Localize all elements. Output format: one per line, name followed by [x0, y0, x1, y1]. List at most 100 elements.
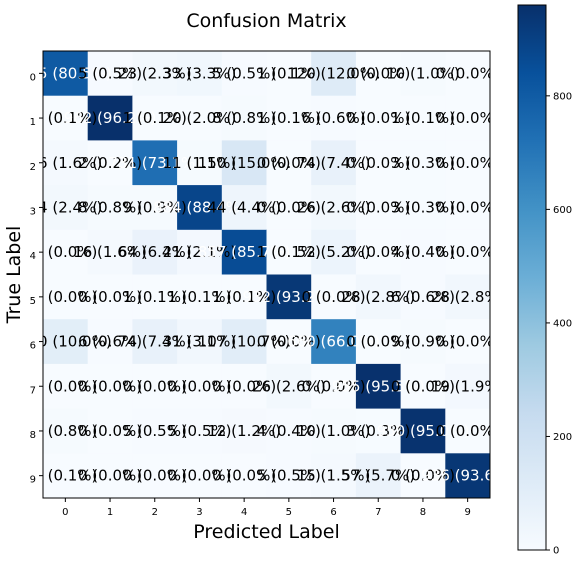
cell-label: 8 (0.8%): [212, 109, 276, 127]
y-tick-label: 7: [30, 385, 36, 396]
heatmap-cell: [355, 140, 402, 186]
heatmap-cell: [132, 229, 178, 275]
cell-label: 5 (0.5%): [257, 467, 321, 485]
heatmap-cell: [355, 95, 402, 141]
cell-label: 16 (1.6%): [29, 154, 103, 172]
heatmap-cell: [43, 408, 89, 454]
cell-label: 0 (0.0%): [78, 288, 142, 306]
x-tick-label: 0: [62, 507, 68, 518]
colorbar: 0 200 400 600 800: [517, 4, 572, 557]
x-tick-label: 2: [152, 507, 158, 518]
cell-label: 0 (0.0%): [301, 377, 365, 395]
heatmap-cell: [311, 140, 357, 186]
cell-label: 0 (0.0%): [123, 377, 187, 395]
cell-label: 6 (0.6%): [391, 288, 455, 306]
cell-label: 0 (0.0%): [301, 288, 365, 306]
cell-label: 0 (0.0%): [346, 243, 410, 261]
cell-label: 12 (1.2%): [207, 422, 281, 440]
cell-label: 0 (0.0%): [33, 377, 97, 395]
cell-label: 1 (0.1%): [257, 109, 321, 127]
cell-label: 0 (0.0%): [391, 377, 455, 395]
cell-label: 33 (3.3%): [163, 64, 237, 82]
cell-label: 10 (1.0%): [297, 422, 371, 440]
cell-label: 1 (0.1%): [167, 288, 231, 306]
cell-label: 0 (0.0%): [123, 467, 187, 485]
cell-label: 74 (7.4%): [118, 333, 192, 351]
cell-label: 950 (95.0%): [377, 422, 470, 440]
cell-label: 3 (0.3%): [346, 422, 410, 440]
heatmap-cell: [311, 453, 357, 498]
heatmap-cell: [177, 95, 223, 141]
heatmap-cell: [400, 363, 446, 410]
x-tick-label: 8: [420, 507, 426, 518]
plot-area: 805 (80.5%)5 (0.5%)23 (2.3%)33 (3.3%)5 (…: [29, 50, 505, 499]
heatmap-cell: [132, 453, 178, 498]
heatmap-cell: [266, 319, 312, 365]
cell-label: 1 (0.1%): [123, 288, 187, 306]
cell-label: 0 (0.0%): [436, 333, 500, 351]
cell-label: 6 (0.6%): [301, 109, 365, 127]
heatmap-cell: [355, 274, 402, 320]
heatmap-cell: [311, 319, 357, 365]
x-tick-label: 5: [286, 507, 292, 518]
colorbar-tick-label: 0: [553, 546, 559, 557]
heatmap-cell: [266, 363, 312, 410]
colorbar-tick-label: 200: [553, 432, 572, 443]
heatmap-cell: [221, 229, 267, 275]
heatmap-cell: [177, 140, 223, 186]
heatmap-cell: [445, 453, 490, 498]
cell-label: 0 (0.0%): [346, 198, 410, 216]
colorbar-ticks: 0 200 400 600 800: [546, 91, 572, 557]
heatmap-cell: [87, 408, 133, 454]
cell-label: 884 (88.4%): [153, 198, 246, 216]
heatmap-cell: [43, 229, 89, 275]
x-axis-ticks: 0 1 2 3 4 5 6 7 8 9: [62, 498, 471, 518]
cell-label: 3 (0.3%): [391, 198, 455, 216]
y-tick-label: 6: [30, 341, 36, 352]
heatmap-cell: [355, 51, 402, 97]
x-tick-label: 4: [241, 507, 247, 518]
heatmap-cell: [87, 274, 133, 320]
heatmap-cell: [311, 408, 357, 454]
heatmap-cell: [221, 363, 267, 410]
heatmap-cell: [43, 140, 89, 186]
cell-label: 0 (0.0%): [436, 243, 500, 261]
cell-label: 660 (66.0%): [287, 333, 380, 351]
cell-label: 24 (2.4%): [29, 198, 103, 216]
heatmap-cell: [400, 51, 446, 97]
heatmap-cell: [266, 185, 312, 231]
heatmap-cell: [400, 319, 446, 365]
cell-label: 150 (15.0%): [198, 154, 291, 172]
heatmap-cell: [445, 229, 490, 275]
heatmap-cell: [177, 363, 223, 410]
heatmap-cell: [266, 274, 312, 320]
heatmap-cell: [355, 319, 402, 365]
heatmap-cell: [132, 363, 178, 410]
cell-label: 3 (0.3%): [391, 154, 455, 172]
cell-label: 0 (0.0%): [78, 422, 142, 440]
cell-label: 9 (0.9%): [123, 198, 187, 216]
heatmap-cell: [177, 319, 223, 365]
cell-label: 28 (2.8%): [341, 288, 415, 306]
cell-label: 8 (0.8%): [33, 422, 97, 440]
heatmap-cell: [445, 95, 490, 141]
cell-label: 0 (0.0%): [78, 377, 142, 395]
cell-label: 932 (93.2%): [242, 288, 335, 306]
heatmap-cell: [400, 229, 446, 275]
plot-frame: [42, 50, 491, 499]
cell-label: 0 (0.0%): [257, 198, 321, 216]
heatmap-cell: [221, 95, 267, 141]
heatmap-cell: [132, 274, 178, 320]
cell-label: 9 (0.9%): [391, 333, 455, 351]
heatmap-cell: [221, 274, 267, 320]
colorbar-tick-label: 400: [553, 318, 572, 329]
heatmap-cell: [445, 185, 490, 231]
heatmap-cell: [400, 453, 446, 498]
heatmap-cell: [132, 185, 178, 231]
cell-label: 28 (2.8%): [431, 288, 505, 306]
cell-label: 0 (0.0%): [346, 109, 410, 127]
heatmap-cell: [43, 185, 89, 231]
cell-label: 4 (0.4%): [391, 243, 455, 261]
heatmap-cell: [266, 51, 312, 97]
